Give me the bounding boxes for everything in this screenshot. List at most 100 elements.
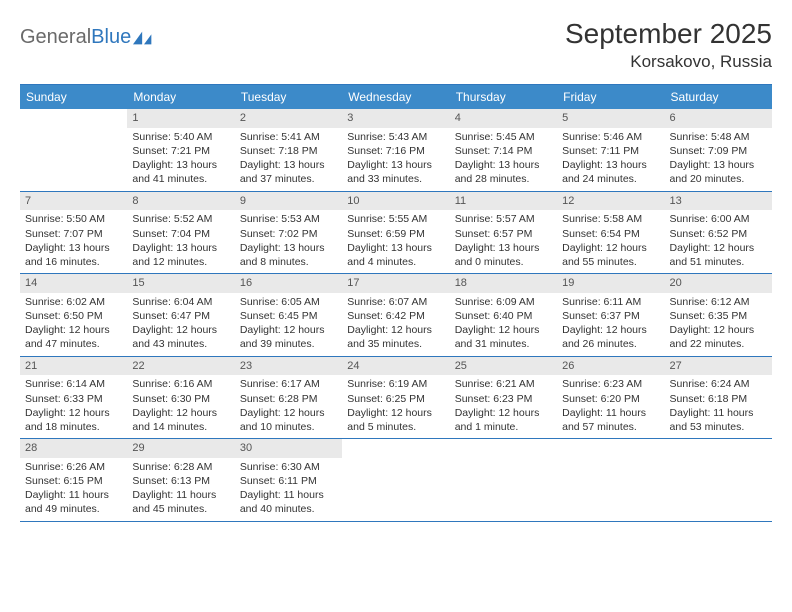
day-sr: Sunrise: 6:00 AM [670,212,767,226]
day-d1: Daylight: 13 hours [25,241,122,255]
day-d2: and 16 minutes. [25,255,122,269]
day-ss: Sunset: 6:40 PM [455,309,552,323]
day-body: Sunrise: 6:12 AMSunset: 6:35 PMDaylight:… [665,293,772,356]
day-number: 22 [127,357,234,376]
day-cell: 21Sunrise: 6:14 AMSunset: 6:33 PMDayligh… [20,357,127,439]
title-block: September 2025 Korsakovo, Russia [565,18,772,72]
day-body: Sunrise: 6:19 AMSunset: 6:25 PMDaylight:… [342,375,449,438]
day-number: 28 [20,439,127,458]
day-d1: Daylight: 13 hours [347,158,444,172]
day-number: 7 [20,192,127,211]
day-d2: and 10 minutes. [240,420,337,434]
dow-wednesday: Wednesday [342,85,449,109]
day-sr: Sunrise: 6:24 AM [670,377,767,391]
day-body: Sunrise: 6:02 AMSunset: 6:50 PMDaylight:… [20,293,127,356]
day-ss: Sunset: 7:09 PM [670,144,767,158]
day-body: Sunrise: 6:28 AMSunset: 6:13 PMDaylight:… [127,458,234,521]
day-cell: 26Sunrise: 6:23 AMSunset: 6:20 PMDayligh… [557,357,664,439]
day-d1: Daylight: 12 hours [132,406,229,420]
day-d2: and 49 minutes. [25,502,122,516]
logo-text: GeneralBlue [20,26,131,49]
day-sr: Sunrise: 5:58 AM [562,212,659,226]
day-ss: Sunset: 6:47 PM [132,309,229,323]
day-sr: Sunrise: 6:21 AM [455,377,552,391]
day-cell: 1Sunrise: 5:40 AMSunset: 7:21 PMDaylight… [127,109,234,191]
week-row: 28Sunrise: 6:26 AMSunset: 6:15 PMDayligh… [20,439,772,522]
day-number: 11 [450,192,557,211]
day-d2: and 51 minutes. [670,255,767,269]
day-ss: Sunset: 6:23 PM [455,392,552,406]
day-body: Sunrise: 6:14 AMSunset: 6:33 PMDaylight:… [20,375,127,438]
day-d2: and 1 minute. [455,420,552,434]
day-d2: and 8 minutes. [240,255,337,269]
day-sr: Sunrise: 6:07 AM [347,295,444,309]
day-cell: 19Sunrise: 6:11 AMSunset: 6:37 PMDayligh… [557,274,664,356]
day-number: 19 [557,274,664,293]
day-d2: and 47 minutes. [25,337,122,351]
day-d2: and 5 minutes. [347,420,444,434]
day-d1: Daylight: 13 hours [132,158,229,172]
day-ss: Sunset: 6:37 PM [562,309,659,323]
day-ss: Sunset: 6:54 PM [562,227,659,241]
day-ss: Sunset: 7:18 PM [240,144,337,158]
day-d2: and 26 minutes. [562,337,659,351]
day-d1: Daylight: 12 hours [455,323,552,337]
day-d2: and 37 minutes. [240,172,337,186]
day-cell: 20Sunrise: 6:12 AMSunset: 6:35 PMDayligh… [665,274,772,356]
day-body: Sunrise: 5:46 AMSunset: 7:11 PMDaylight:… [557,128,664,191]
day-ss: Sunset: 6:35 PM [670,309,767,323]
day-d2: and 43 minutes. [132,337,229,351]
day-ss: Sunset: 6:20 PM [562,392,659,406]
day-sr: Sunrise: 5:57 AM [455,212,552,226]
logo: GeneralBlue [20,26,155,49]
day-d2: and 22 minutes. [670,337,767,351]
day-body: Sunrise: 6:21 AMSunset: 6:23 PMDaylight:… [450,375,557,438]
day-d2: and 41 minutes. [132,172,229,186]
day-ss: Sunset: 6:33 PM [25,392,122,406]
day-d1: Daylight: 12 hours [562,241,659,255]
day-cell: 25Sunrise: 6:21 AMSunset: 6:23 PMDayligh… [450,357,557,439]
day-number: 16 [235,274,342,293]
day-ss: Sunset: 6:28 PM [240,392,337,406]
day-d1: Daylight: 12 hours [347,406,444,420]
day-cell: 24Sunrise: 6:19 AMSunset: 6:25 PMDayligh… [342,357,449,439]
day-d2: and 28 minutes. [455,172,552,186]
day-d1: Daylight: 11 hours [562,406,659,420]
day-ss: Sunset: 7:11 PM [562,144,659,158]
day-sr: Sunrise: 6:17 AM [240,377,337,391]
day-d2: and 4 minutes. [347,255,444,269]
day-cell: 23Sunrise: 6:17 AMSunset: 6:28 PMDayligh… [235,357,342,439]
day-cell: 17Sunrise: 6:07 AMSunset: 6:42 PMDayligh… [342,274,449,356]
day-body: Sunrise: 6:17 AMSunset: 6:28 PMDaylight:… [235,375,342,438]
day-sr: Sunrise: 6:12 AM [670,295,767,309]
day-sr: Sunrise: 5:43 AM [347,130,444,144]
day-d2: and 18 minutes. [25,420,122,434]
day-number: 3 [342,109,449,128]
day-d1: Daylight: 13 hours [455,241,552,255]
day-body: Sunrise: 5:40 AMSunset: 7:21 PMDaylight:… [127,128,234,191]
day-ss: Sunset: 6:45 PM [240,309,337,323]
day-body: Sunrise: 6:05 AMSunset: 6:45 PMDaylight:… [235,293,342,356]
day-ss: Sunset: 6:59 PM [347,227,444,241]
day-sr: Sunrise: 6:19 AM [347,377,444,391]
dow-tuesday: Tuesday [235,85,342,109]
day-ss: Sunset: 7:02 PM [240,227,337,241]
day-cell: 3Sunrise: 5:43 AMSunset: 7:16 PMDaylight… [342,109,449,191]
day-sr: Sunrise: 5:50 AM [25,212,122,226]
day-d1: Daylight: 13 hours [670,158,767,172]
day-d1: Daylight: 12 hours [240,323,337,337]
day-body: Sunrise: 5:52 AMSunset: 7:04 PMDaylight:… [127,210,234,273]
day-d1: Daylight: 12 hours [347,323,444,337]
day-d2: and 14 minutes. [132,420,229,434]
day-cell [557,439,664,521]
day-number: 26 [557,357,664,376]
day-d1: Daylight: 12 hours [562,323,659,337]
day-d2: and 31 minutes. [455,337,552,351]
day-d1: Daylight: 13 hours [347,241,444,255]
day-d1: Daylight: 12 hours [455,406,552,420]
day-body: Sunrise: 6:11 AMSunset: 6:37 PMDaylight:… [557,293,664,356]
calendar: Sunday Monday Tuesday Wednesday Thursday… [20,84,772,522]
day-d1: Daylight: 11 hours [25,488,122,502]
dow-sunday: Sunday [20,85,127,109]
dow-thursday: Thursday [450,85,557,109]
